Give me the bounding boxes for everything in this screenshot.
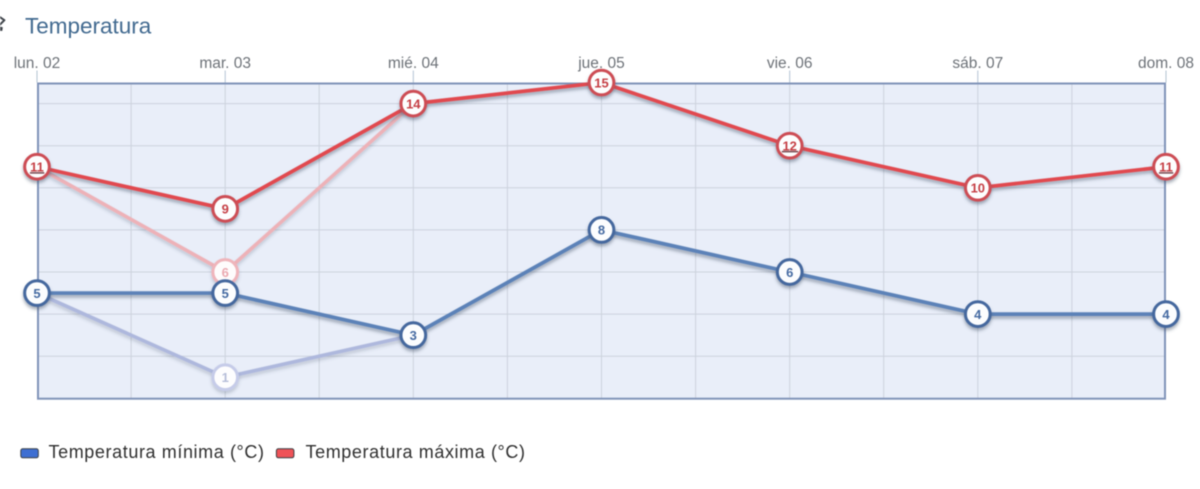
- svg-text:6: 6: [222, 265, 229, 280]
- svg-text:10: 10: [971, 181, 985, 196]
- svg-text:jue. 05: jue. 05: [577, 55, 625, 72]
- svg-text:11: 11: [30, 160, 44, 175]
- svg-text:dom. 08: dom. 08: [1138, 55, 1194, 72]
- svg-text:9: 9: [222, 202, 229, 217]
- svg-text:4: 4: [1162, 307, 1170, 322]
- svg-text:11: 11: [1159, 160, 1173, 175]
- svg-text:12: 12: [782, 138, 796, 153]
- svg-text:3: 3: [410, 328, 417, 343]
- svg-text:1: 1: [222, 370, 229, 385]
- svg-text:4: 4: [974, 307, 982, 322]
- svg-text:15: 15: [594, 75, 608, 90]
- svg-text:5: 5: [33, 286, 40, 301]
- svg-text:Temperatura máxima (°C): Temperatura máxima (°C): [306, 442, 526, 462]
- svg-text:5: 5: [222, 286, 229, 301]
- svg-text:Temperatura mínima (°C): Temperatura mínima (°C): [49, 442, 265, 462]
- svg-text:lun. 02: lun. 02: [14, 55, 61, 72]
- svg-text:vie. 06: vie. 06: [767, 55, 813, 72]
- svg-text:8: 8: [598, 223, 605, 238]
- svg-text:6: 6: [786, 265, 793, 280]
- svg-text:mar. 03: mar. 03: [199, 55, 251, 72]
- svg-text:14: 14: [406, 96, 421, 111]
- svg-text:sáb. 07: sáb. 07: [952, 55, 1003, 72]
- svg-text:Temperatura: Temperatura: [25, 14, 152, 39]
- svg-text:mié. 04: mié. 04: [388, 55, 439, 72]
